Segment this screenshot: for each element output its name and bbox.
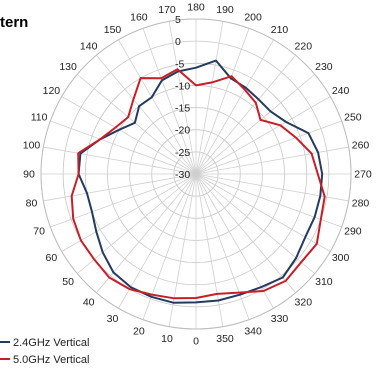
series-line-2	[70, 68, 326, 300]
radial-tick-label: -25	[175, 147, 190, 159]
angle-tick-label: 80	[26, 198, 38, 210]
grid-outer-ring	[40, 18, 352, 330]
grid-spoke	[168, 21, 197, 175]
grid-spoke	[195, 39, 274, 175]
angle-tick-label: 330	[271, 313, 289, 325]
legend-label: 5.0GHz Vertical	[13, 354, 89, 366]
grid-spoke	[77, 74, 197, 175]
angle-tick-label: 180	[187, 2, 205, 14]
angle-tick-label: 100	[23, 140, 41, 152]
grid-spoke	[195, 173, 296, 293]
grid-spoke	[195, 173, 315, 274]
angle-tick-label: 320	[295, 296, 313, 308]
angle-tick-label: 220	[295, 41, 313, 53]
grid-spoke	[50, 120, 197, 175]
grid-spoke	[195, 173, 342, 228]
angle-tick-label: 70	[33, 226, 45, 238]
grid-spoke	[142, 28, 197, 175]
grid-spoke	[195, 173, 274, 309]
angle-tick-label: 250	[344, 111, 362, 123]
angle-tick-label: 60	[46, 252, 58, 264]
grid-spoke	[195, 96, 331, 175]
angle-tick-label: 30	[107, 313, 119, 325]
grid-spoke	[118, 39, 197, 175]
grid-spoke	[43, 146, 197, 175]
grid-spoke	[195, 74, 315, 175]
grid-spoke	[195, 173, 331, 252]
radial-tick-labels: 5 0 -5 -10 -15 -20 -25 -30	[175, 14, 190, 181]
grid-spoke	[61, 173, 197, 252]
grid-spoke	[96, 55, 197, 175]
grid-spoke	[195, 55, 296, 175]
chart-title: tern	[0, 14, 28, 31]
radial-tick-label: -15	[175, 103, 190, 115]
grid-spoke	[195, 173, 349, 202]
radial-tick-label: 0	[175, 36, 181, 48]
radial-tick-label: -5	[175, 58, 184, 70]
grid-spoke	[50, 173, 197, 228]
legend: 2.4GHz Vertical 5.0GHz Vertical	[0, 337, 89, 366]
angle-tick-label: 350	[216, 333, 234, 345]
angle-tick-label: 290	[344, 226, 362, 238]
grid-spoke	[61, 96, 197, 175]
grid-spoke	[195, 146, 349, 175]
angle-tick-label: 340	[244, 325, 262, 337]
angle-tick-label: 190	[216, 4, 234, 16]
angle-tick-label: 20	[133, 325, 145, 337]
series-layer	[70, 59, 326, 304]
angle-tick-label: 130	[59, 61, 77, 73]
angle-tick-label: 90	[23, 169, 35, 181]
radial-tick-label: -10	[175, 80, 190, 92]
angle-tick-label: 120	[43, 85, 61, 97]
angle-tick-label: 150	[104, 24, 122, 36]
angle-tick-label: 10	[161, 333, 173, 345]
grid-spoke	[195, 28, 250, 175]
angle-tick-label: 270	[354, 169, 372, 181]
angle-tick-label: 0	[193, 336, 199, 348]
angle-tick-label: 40	[83, 296, 95, 308]
angle-tick-labels: 180 1902002102202302402502602702802903003…	[23, 2, 372, 348]
grid-spoke	[43, 173, 197, 202]
radial-tick-label: -20	[175, 125, 190, 137]
angle-tick-label: 300	[332, 252, 350, 264]
grid-spoke	[168, 173, 197, 327]
angle-tick-label: 50	[62, 276, 74, 288]
grid-spoke	[195, 120, 342, 175]
angle-tick-label: 140	[80, 41, 98, 53]
angle-tick-label: 240	[332, 85, 350, 97]
radial-tick-label: 5	[175, 14, 181, 26]
series-line-1	[77, 59, 324, 304]
angle-tick-label: 230	[315, 61, 333, 73]
grid-spoke	[195, 21, 224, 175]
legend-label: 2.4GHz Vertical	[13, 337, 89, 349]
angle-tick-label: 210	[271, 24, 289, 36]
angle-tick-label: 170	[158, 4, 176, 16]
angle-tick-label: 200	[244, 12, 262, 24]
angle-tick-label: 260	[352, 140, 370, 152]
polar-grid	[40, 18, 352, 330]
grid-spoke	[77, 173, 197, 274]
angle-tick-label: 310	[315, 276, 333, 288]
grid-spoke	[118, 173, 197, 309]
angle-tick-label: 280	[352, 198, 370, 210]
angle-tick-label: 110	[31, 111, 48, 123]
angle-tick-label: 160	[130, 12, 148, 24]
radial-tick-label: -30	[175, 169, 190, 181]
